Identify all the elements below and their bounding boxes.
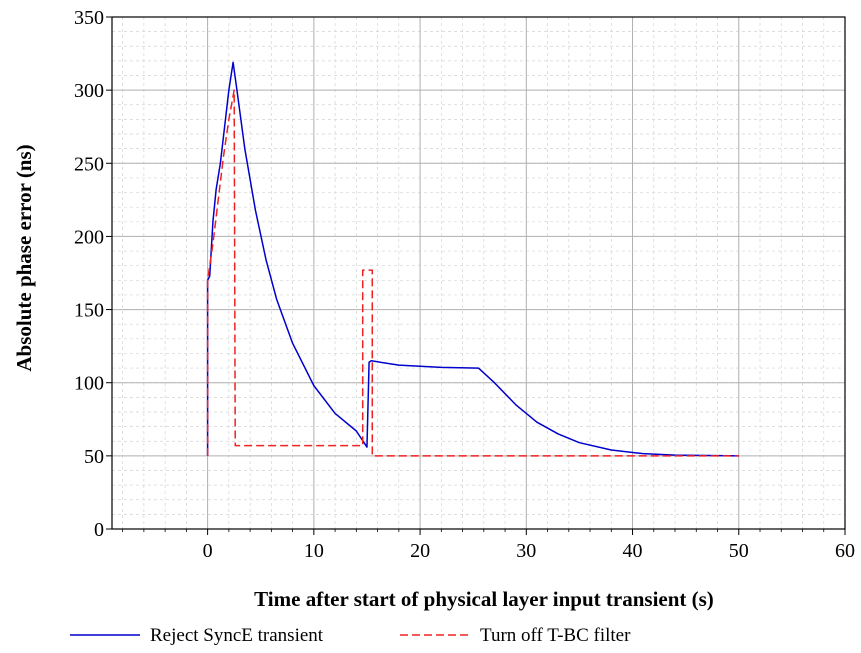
minor-grid bbox=[112, 16, 846, 530]
legend-label-reject-synce: Reject SyncE transient bbox=[150, 625, 324, 646]
x-axis-ticks: 0 10 20 30 40 50 60 bbox=[122, 529, 855, 562]
legend: Reject SyncE transient Turn off T-BC fil… bbox=[70, 625, 631, 646]
y-tick-label: 0 bbox=[94, 519, 104, 541]
plot-frame bbox=[111, 16, 846, 530]
y-tick-label: 300 bbox=[74, 80, 104, 102]
x-axis-title: Time after start of physical layer input… bbox=[254, 587, 714, 611]
y-tick-label: 200 bbox=[74, 226, 104, 248]
y-tick-label: 50 bbox=[84, 446, 104, 468]
x-tick-label: 60 bbox=[835, 540, 855, 562]
x-tick-label: 30 bbox=[516, 540, 536, 562]
y-axis-title: Absolute phase error (ns) bbox=[12, 144, 36, 371]
x-tick-label: 20 bbox=[410, 540, 430, 562]
y-tick-label: 350 bbox=[74, 7, 104, 29]
legend-label-turn-off-tbc: Turn off T-BC filter bbox=[480, 625, 631, 646]
y-tick-label: 150 bbox=[74, 300, 104, 322]
y-axis-ticks: 0 50 100 150 200 250 300 350 bbox=[74, 7, 112, 541]
x-tick-label: 10 bbox=[304, 540, 324, 562]
x-tick-label: 40 bbox=[623, 540, 643, 562]
series-line-reject-synce-transient bbox=[206, 61, 739, 457]
y-tick-label: 100 bbox=[74, 373, 104, 395]
major-grid bbox=[112, 16, 846, 530]
y-tick-label: 250 bbox=[74, 153, 104, 175]
x-tick-label: 50 bbox=[729, 540, 749, 562]
x-tick-label: 0 bbox=[203, 540, 213, 562]
series-layer bbox=[206, 61, 739, 457]
series-line-turn-off-tbc-filter bbox=[206, 89, 739, 457]
